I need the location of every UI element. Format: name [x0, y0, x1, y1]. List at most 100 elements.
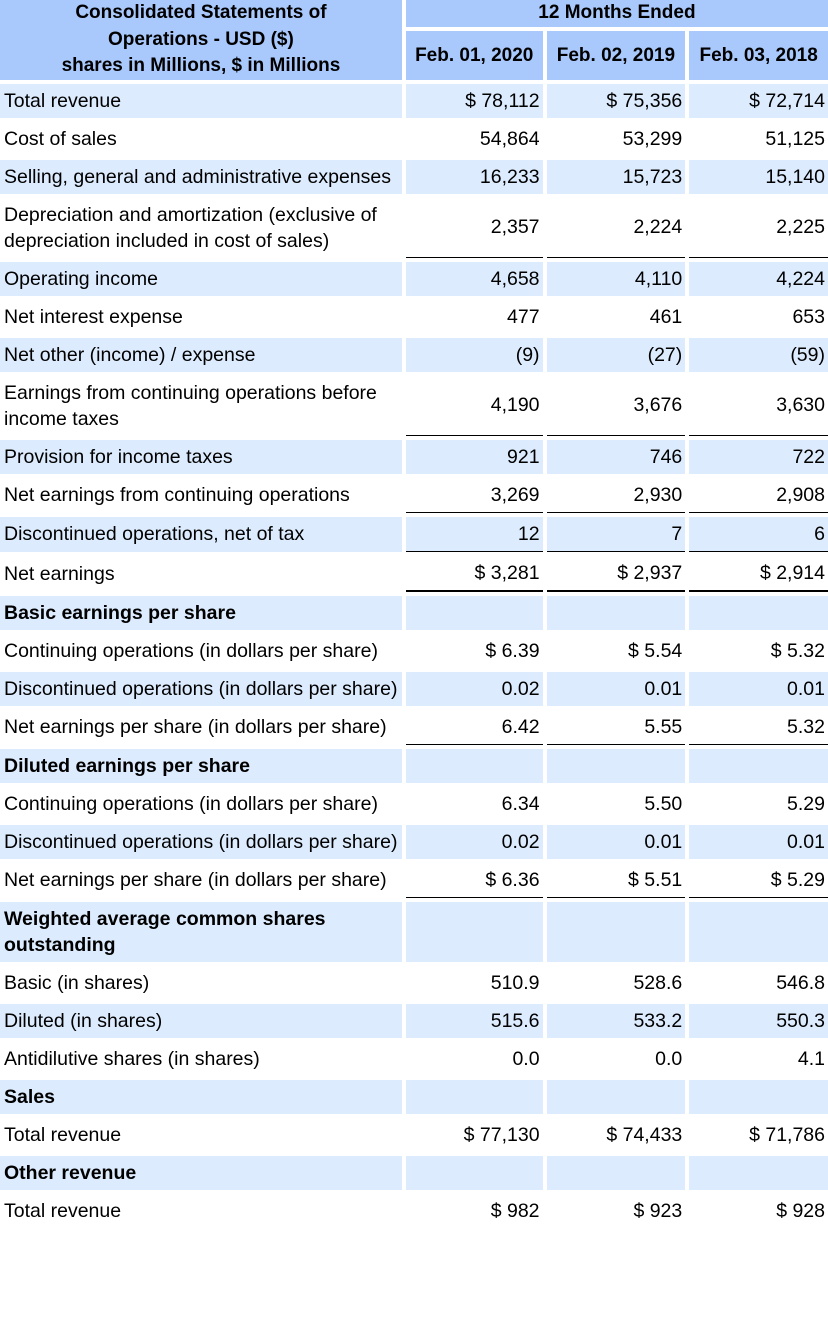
cell-value: $ 78,112 [405, 83, 543, 118]
table-row: Net earnings per share (in dollars per s… [0, 709, 828, 745]
cell-value: (9) [405, 337, 543, 372]
cell-value [689, 1155, 828, 1190]
cell-value: 51,125 [689, 121, 828, 156]
row-label: Provision for income taxes [0, 439, 402, 474]
cell-value: 4.1 [689, 1041, 828, 1076]
cell-value: (27) [546, 337, 686, 372]
row-label: Discontinued operations (in dollars per … [0, 671, 402, 706]
cell-value: 461 [546, 299, 686, 334]
cell-value: 3,630 [689, 375, 828, 436]
table-row: Provision for income taxes 921 746 722 [0, 439, 828, 474]
section-label: Diluted earnings per share [0, 748, 402, 783]
cell-value: 3,269 [405, 477, 543, 513]
row-label: Net earnings per share (in dollars per s… [0, 709, 402, 745]
table-row: Operating income 4,658 4,110 4,224 [0, 261, 828, 296]
row-label: Net earnings from continuing operations [0, 477, 402, 513]
cell-value: $ 923 [546, 1193, 686, 1228]
cell-value: 0.0 [405, 1041, 543, 1076]
section-label: Basic earnings per share [0, 595, 402, 630]
cell-value: 16,233 [405, 159, 543, 194]
row-label: Net earnings [0, 555, 402, 592]
table-row: Discontinued operations (in dollars per … [0, 824, 828, 859]
cell-value: 2,908 [689, 477, 828, 513]
cell-value: 12 [405, 516, 543, 552]
section-row: Sales [0, 1079, 828, 1114]
cell-value: 0.01 [689, 671, 828, 706]
cell-value: 4,190 [405, 375, 543, 436]
cell-value: 0.02 [405, 824, 543, 859]
cell-value: $ 928 [689, 1193, 828, 1228]
cell-value: 6.42 [405, 709, 543, 745]
table-row: Net earnings per share (in dollars per s… [0, 862, 828, 898]
table-row: Antidilutive shares (in shares) 0.0 0.0 … [0, 1041, 828, 1076]
cell-value: 5.50 [546, 786, 686, 821]
cell-value: $ 5.32 [689, 633, 828, 668]
cell-value: 477 [405, 299, 543, 334]
cell-value: 4,658 [405, 261, 543, 296]
cell-value: 4,110 [546, 261, 686, 296]
row-label: Selling, general and administrative expe… [0, 159, 402, 194]
cell-value [405, 1155, 543, 1190]
title-line: Consolidated Statements of [75, 2, 327, 23]
table-row: Discontinued operations, net of tax 12 7… [0, 516, 828, 552]
cell-value: $ 6.39 [405, 633, 543, 668]
cell-value: 0.02 [405, 671, 543, 706]
row-label: Earnings from continuing operations befo… [0, 375, 402, 436]
cell-value [546, 1079, 686, 1114]
financial-statement-table: Consolidated Statements of Operations - … [0, 0, 828, 1228]
cell-value [405, 595, 543, 630]
row-label: Continuing operations (in dollars per sh… [0, 786, 402, 821]
cell-value: $ 3,281 [405, 555, 543, 592]
table-row: Earnings from continuing operations befo… [0, 375, 828, 436]
header-row-top: Consolidated Statements of Operations - … [0, 0, 828, 80]
cell-value: $ 77,130 [405, 1117, 543, 1152]
cell-value [546, 901, 686, 962]
cell-value: $ 6.36 [405, 862, 543, 898]
section-label: Sales [0, 1079, 402, 1114]
table-row: Depreciation and amortization (exclusive… [0, 197, 828, 258]
table-row: Cost of sales 54,864 53,299 51,125 [0, 121, 828, 156]
cell-value: 6.34 [405, 786, 543, 821]
cell-value [689, 748, 828, 783]
title-line: Operations - USD ($) [108, 28, 294, 50]
cell-value [405, 1079, 543, 1114]
row-label: Discontinued operations (in dollars per … [0, 824, 402, 859]
row-label: Operating income [0, 261, 402, 296]
cell-value: 15,140 [689, 159, 828, 194]
cell-value: 0.0 [546, 1041, 686, 1076]
cell-value: 15,723 [546, 159, 686, 194]
table-row: Net earnings from continuing operations … [0, 477, 828, 513]
cell-value: 5.32 [689, 709, 828, 745]
cell-value [405, 748, 543, 783]
cell-value: 5.55 [546, 709, 686, 745]
section-label: Weighted average common shares outstandi… [0, 901, 402, 962]
column-header-2018: Feb. 03, 2018 [689, 30, 828, 80]
cell-value: $ 72,714 [689, 83, 828, 118]
table-row: Net interest expense 477 461 653 [0, 299, 828, 334]
cell-value: 510.9 [405, 965, 543, 1000]
cell-value: 2,224 [546, 197, 686, 258]
row-label: Diluted (in shares) [0, 1003, 402, 1038]
row-label: Net interest expense [0, 299, 402, 334]
section-label: Other revenue [0, 1155, 402, 1190]
cell-value: 550.3 [689, 1003, 828, 1038]
row-label: Net other (income) / expense [0, 337, 402, 372]
cell-value: 6 [689, 516, 828, 552]
table-row: Basic (in shares) 510.9 528.6 546.8 [0, 965, 828, 1000]
cell-value: (59) [689, 337, 828, 372]
row-label: Antidilutive shares (in shares) [0, 1041, 402, 1076]
cell-value: 53,299 [546, 121, 686, 156]
column-header-2019: Feb. 02, 2019 [546, 30, 686, 80]
cell-value: 921 [405, 439, 543, 474]
cell-value [546, 595, 686, 630]
title-line: shares in Millions, $ in Millions [61, 55, 341, 76]
cell-value [689, 595, 828, 630]
section-row: Diluted earnings per share [0, 748, 828, 783]
table-row: Continuing operations (in dollars per sh… [0, 786, 828, 821]
row-label: Depreciation and amortization (exclusive… [0, 197, 402, 258]
cell-value: 0.01 [546, 671, 686, 706]
cell-value: 7 [546, 516, 686, 552]
cell-value [546, 1155, 686, 1190]
cell-value: 4,224 [689, 261, 828, 296]
cell-value: 653 [689, 299, 828, 334]
